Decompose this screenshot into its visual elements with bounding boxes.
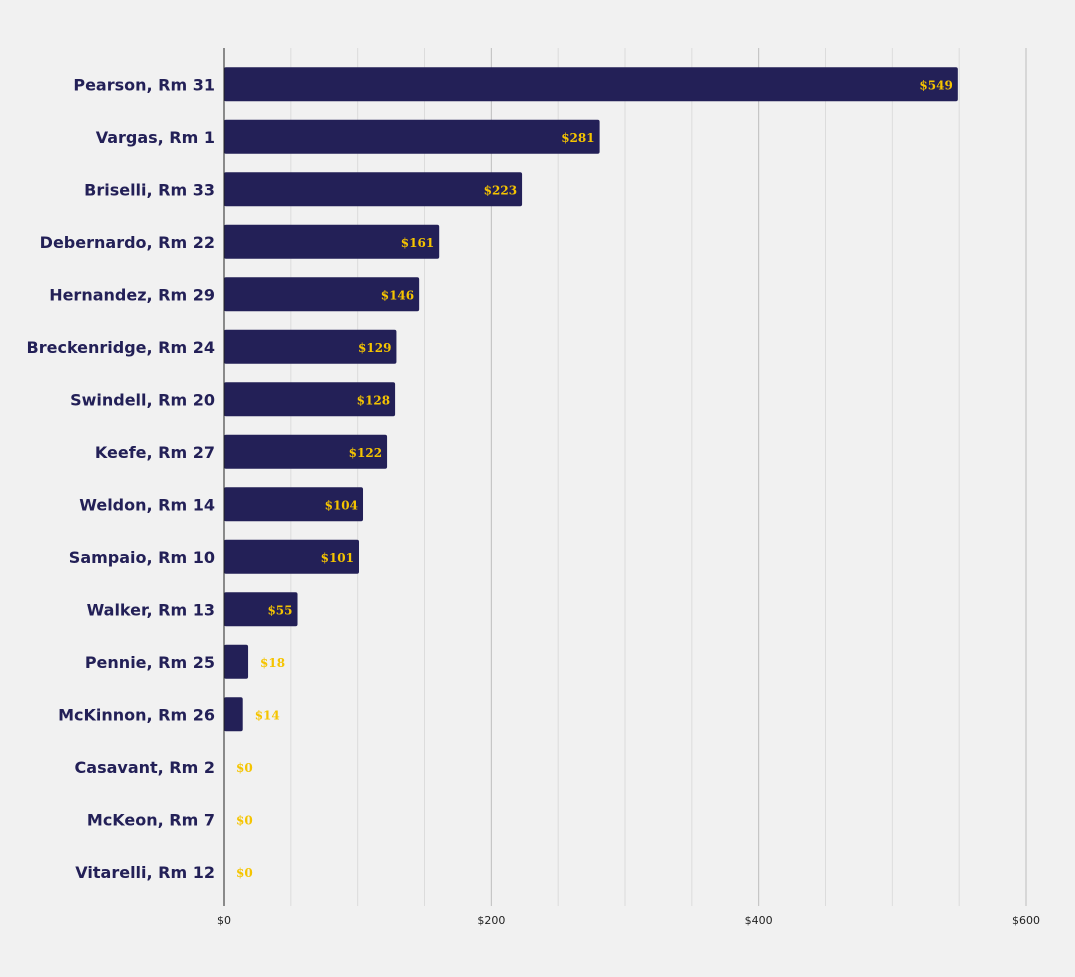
bar [224, 67, 958, 102]
data-label: $129 [358, 341, 391, 355]
category-label: Breckenridge, Rm 24 [27, 338, 215, 357]
bar [224, 487, 364, 522]
bar [224, 434, 388, 469]
data-label: $104 [325, 498, 358, 512]
x-tick-label: $400 [745, 914, 773, 927]
bar [224, 644, 249, 679]
category-label: Vargas, Rm 1 [96, 128, 215, 147]
bar [224, 172, 523, 207]
bar [224, 329, 397, 364]
bar [224, 119, 600, 154]
bar [224, 539, 360, 574]
x-tick-label: $0 [217, 914, 231, 927]
category-label: Casavant, Rm 2 [75, 758, 215, 777]
x-tick-label: $200 [477, 914, 505, 927]
data-label: $281 [561, 131, 594, 145]
data-label: $128 [357, 393, 390, 407]
x-tick-label: $600 [1012, 914, 1040, 927]
category-label: McKinnon, Rm 26 [58, 705, 215, 724]
bar [224, 224, 440, 259]
category-label: Pennie, Rm 25 [85, 653, 215, 672]
category-label: Weldon, Rm 14 [79, 495, 215, 514]
bar [224, 382, 396, 417]
category-label: McKeon, Rm 7 [87, 810, 215, 829]
category-label: Keefe, Rm 27 [95, 443, 215, 462]
category-label: Debernardo, Rm 22 [40, 233, 215, 252]
bar [224, 277, 420, 312]
data-label: $223 [484, 183, 517, 197]
data-label: $146 [381, 288, 414, 302]
data-label: $549 [919, 78, 952, 92]
data-label: $161 [401, 236, 434, 250]
data-label: $101 [321, 551, 354, 565]
data-label: $122 [349, 446, 382, 460]
category-label: Briselli, Rm 33 [84, 180, 215, 199]
data-label: $0 [236, 813, 253, 827]
category-label: Pearson, Rm 31 [73, 75, 215, 94]
data-label: $18 [260, 656, 285, 670]
data-label: $0 [236, 761, 253, 775]
bar [224, 697, 243, 732]
data-label: $0 [236, 866, 253, 880]
data-label: $55 [267, 603, 292, 617]
category-label: Walker, Rm 13 [87, 600, 215, 619]
category-label: Hernandez, Rm 29 [49, 285, 215, 304]
category-label: Swindell, Rm 20 [70, 390, 215, 409]
bar [224, 592, 298, 627]
category-label: Sampaio, Rm 10 [69, 548, 215, 567]
category-label: Vitarelli, Rm 12 [75, 863, 215, 882]
data-label: $14 [255, 708, 280, 722]
